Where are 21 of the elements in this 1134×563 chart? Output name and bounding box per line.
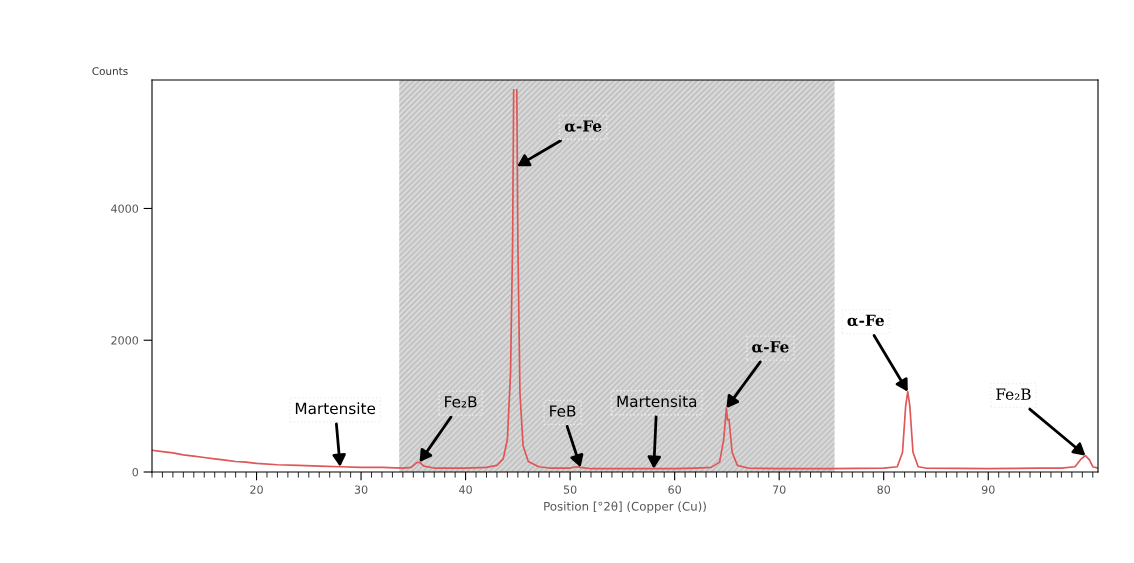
x-tick-label: 60 [668,485,681,494]
x-tick-label: 40 [459,485,472,494]
x-tick-label: 70 [773,485,786,494]
annotation: Martensite [295,402,376,415]
x-tick-label: 20 [250,485,263,494]
y-axis-title: Counts [92,67,128,76]
y-tick-label: 4000 [111,204,139,213]
annotation: Martensita [617,395,697,408]
annotation: α-Fe [752,341,789,353]
annotation: α-Fe [564,120,602,132]
y-tick-label: 2000 [111,336,139,345]
x-tick-label: 30 [354,485,368,494]
y-tick-label: 0 [132,467,139,477]
x-tick-label: 90 [981,485,995,494]
annotation: Fe₂B [996,388,1031,400]
x-tick-label: 50 [563,485,577,494]
x-tick-label: 80 [877,485,891,494]
x-axis-title: Position [°2θ] (Copper (Cu)) [544,501,706,514]
annotation: FeB [550,405,576,417]
annotation: α-Fe [847,314,884,327]
annotation: Fe₂B [445,396,477,408]
